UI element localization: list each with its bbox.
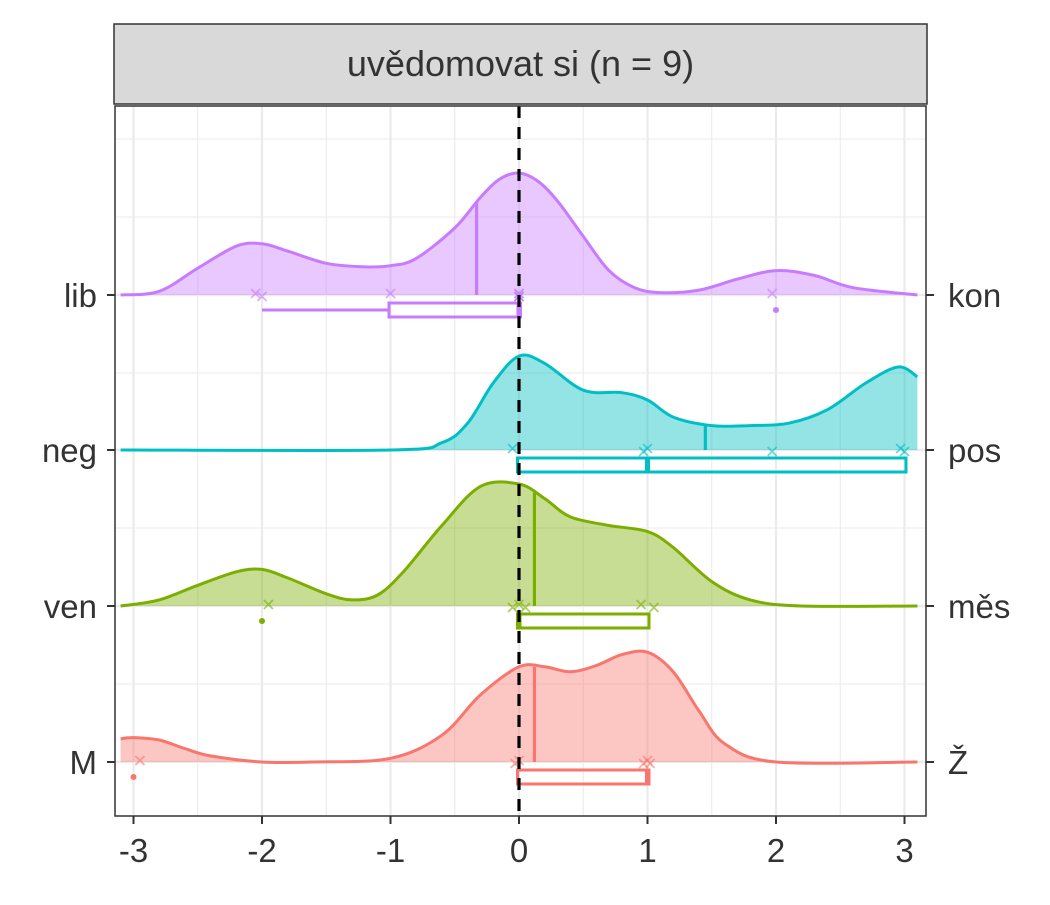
- box-outlier: [259, 618, 265, 624]
- x-tick-label: 2: [767, 832, 785, 869]
- y-label-right: měs: [948, 588, 1010, 625]
- density-area: [121, 482, 918, 607]
- x-tick-label: 0: [510, 832, 528, 869]
- x-tick-label: -2: [247, 832, 276, 869]
- x-tick-label: -3: [119, 832, 148, 869]
- y-label-right: kon: [948, 277, 1001, 314]
- y-label-left: neg: [42, 432, 97, 469]
- y-label-left: ven: [44, 588, 97, 625]
- x-tick-label: 1: [638, 832, 656, 869]
- x-tick-label: 3: [895, 832, 913, 869]
- x-tick-label: -1: [376, 832, 405, 869]
- y-label-right: pos: [948, 432, 1001, 469]
- box-outlier: [773, 307, 779, 313]
- y-label-left: M: [70, 744, 98, 781]
- y-label-right: Ž: [948, 744, 968, 781]
- y-label-left: lib: [64, 277, 97, 314]
- chart-title: uvědomovat si (n = 9): [347, 43, 694, 84]
- box-outlier: [131, 774, 137, 780]
